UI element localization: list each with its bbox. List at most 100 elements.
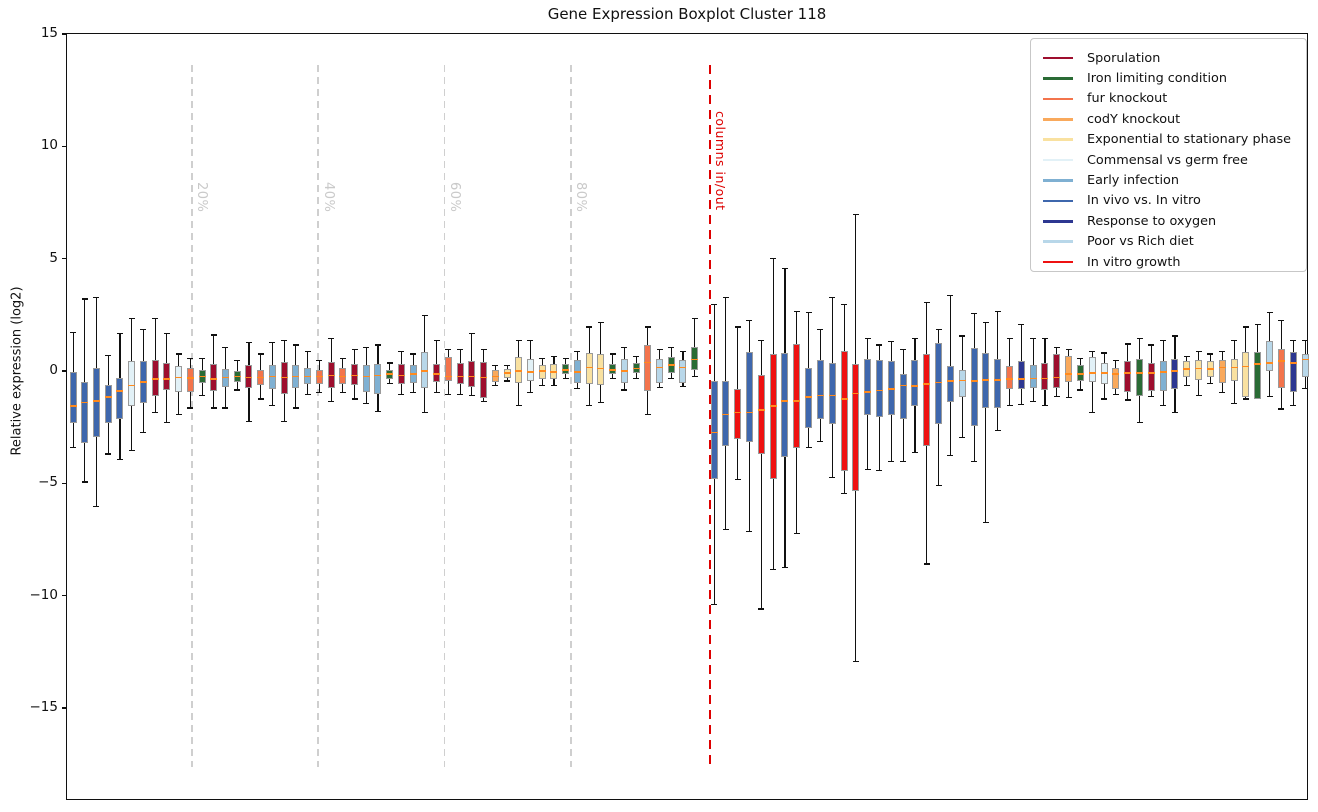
- box-rect: [104, 385, 112, 423]
- box-cap-bottom: [386, 382, 393, 384]
- box-cap-top: [140, 328, 147, 330]
- box-median: [456, 375, 464, 378]
- box-median: [1206, 368, 1214, 370]
- box-median: [421, 370, 429, 372]
- box-median: [92, 400, 100, 402]
- box-cap-bottom: [199, 395, 206, 397]
- box-cap-bottom: [398, 393, 405, 396]
- box-cap-top: [947, 295, 954, 297]
- y-tick-mark: [61, 370, 66, 372]
- box-cap-top: [386, 362, 393, 364]
- box-cap-bottom: [1053, 396, 1060, 398]
- box-rect: [163, 363, 171, 390]
- box-cap-bottom: [128, 450, 135, 452]
- box-cap-top: [328, 337, 335, 339]
- legend-swatch-poorrich: [1043, 240, 1073, 243]
- box-median: [515, 370, 523, 372]
- box-median: [656, 366, 663, 369]
- box-whisker: [760, 340, 762, 609]
- box-cap-top: [468, 333, 475, 335]
- box-median: [292, 375, 300, 378]
- legend-item-label: Iron limiting condition: [1087, 71, 1227, 87]
- box-rect: [69, 372, 77, 423]
- box-cap-top: [105, 354, 112, 356]
- box-median: [805, 395, 813, 398]
- box-rect: [245, 365, 253, 388]
- y-tick-label: −5: [38, 474, 58, 491]
- legend-item-label: Commensal vs germ free: [1087, 152, 1248, 168]
- box-cap-bottom: [876, 470, 883, 472]
- box-cap-top: [621, 346, 628, 348]
- box-median: [116, 390, 124, 392]
- box-median: [397, 374, 405, 377]
- box-median: [1006, 377, 1013, 380]
- box-cap-top: [222, 346, 229, 348]
- legend-swatch-oxygen: [1043, 220, 1073, 223]
- box-cap-bottom: [105, 453, 112, 455]
- box-median: [444, 375, 452, 378]
- box-cap-top: [1112, 360, 1119, 362]
- box-cap-bottom: [93, 506, 100, 508]
- box-cap-top: [1124, 343, 1131, 345]
- box-cap-top: [1006, 337, 1013, 339]
- box-median: [268, 375, 276, 378]
- box-median: [864, 391, 872, 394]
- box-cap-top: [597, 322, 604, 324]
- box-cap-bottom: [140, 432, 147, 434]
- box-median: [538, 370, 546, 372]
- legend-swatch-early: [1043, 179, 1073, 182]
- box-cap-bottom: [433, 391, 440, 393]
- box-cap-top: [339, 357, 346, 360]
- box-cap-bottom: [70, 446, 76, 448]
- box-rect: [1053, 354, 1061, 388]
- box-median: [175, 376, 183, 379]
- box-cap-bottom: [550, 384, 557, 387]
- box-rect: [597, 354, 605, 386]
- box-cap-bottom: [515, 405, 522, 407]
- box-median: [911, 385, 919, 387]
- box-cap-bottom: [492, 384, 499, 387]
- box-rect: [456, 363, 464, 385]
- box-rect: [444, 357, 452, 381]
- box-cap-bottom: [817, 441, 824, 443]
- box-cap-bottom: [363, 402, 370, 405]
- box-rect: [734, 388, 742, 440]
- box-cap-bottom: [781, 566, 788, 568]
- box-cap-bottom: [668, 378, 675, 380]
- box-median: [1088, 372, 1096, 374]
- box-cap-bottom: [852, 661, 859, 663]
- box-median: [1277, 359, 1285, 362]
- box-cap-bottom: [257, 398, 264, 400]
- y-tick-label: −15: [29, 698, 59, 715]
- box-cap-bottom: [527, 391, 534, 393]
- box-rect: [1159, 360, 1167, 392]
- box-cap-bottom: [222, 407, 229, 409]
- box-median: [1053, 376, 1061, 379]
- box-cap-top: [722, 297, 729, 299]
- box-cap-bottom: [1195, 395, 1202, 397]
- legend-swatch-invivo: [1043, 199, 1073, 203]
- box-rect: [875, 360, 883, 417]
- box-median: [887, 388, 895, 390]
- box-rect: [840, 350, 848, 471]
- box-cap-top: [959, 335, 966, 337]
- box-median: [362, 375, 370, 378]
- box-cap-bottom: [163, 421, 170, 424]
- box-cap-bottom: [81, 481, 88, 483]
- y-tick-mark: [61, 482, 66, 484]
- box-cap-top: [609, 353, 616, 355]
- box-median: [1254, 363, 1262, 365]
- box-rect: [1029, 365, 1037, 388]
- box-rect: [210, 364, 218, 392]
- box-cap-top: [70, 332, 76, 334]
- box-rect: [935, 342, 943, 424]
- box-cap-top: [1183, 355, 1190, 357]
- box-cap-top: [363, 346, 370, 348]
- box-cap-top: [841, 304, 848, 306]
- y-tick-mark: [61, 258, 66, 260]
- box-cap-bottom: [1266, 396, 1273, 398]
- box-cap-top: [292, 344, 299, 346]
- box-median: [573, 371, 581, 373]
- legend-item: Commensal vs germ free: [1043, 150, 1306, 170]
